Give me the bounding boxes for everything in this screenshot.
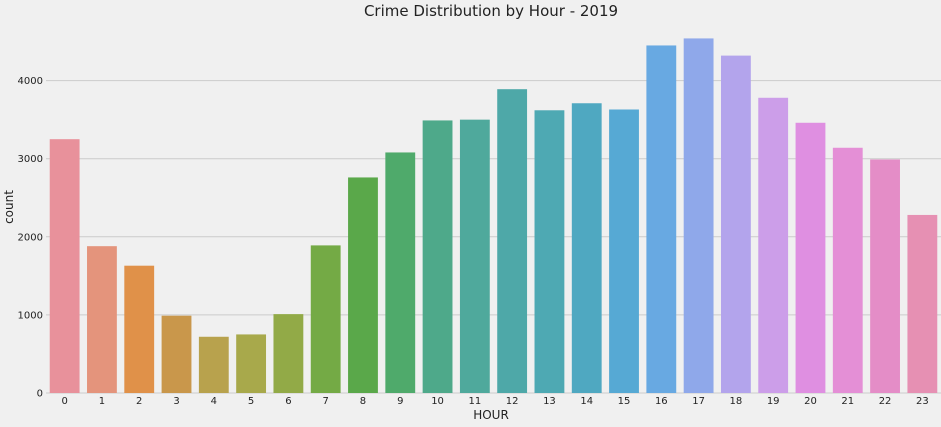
bar bbox=[870, 159, 900, 393]
bar bbox=[534, 110, 565, 393]
y-tick-label: 3000 bbox=[18, 154, 43, 165]
x-tick-label: 0 bbox=[61, 396, 67, 407]
y-axis-ticks: 0 1000 2000 3000 4000 bbox=[18, 76, 43, 399]
x-tick-label: 19 bbox=[767, 396, 780, 407]
x-tick-label: 7 bbox=[323, 396, 329, 407]
x-tick-label: 5 bbox=[248, 396, 254, 407]
bar bbox=[87, 246, 117, 393]
bar bbox=[571, 103, 602, 394]
x-tick-label: 4 bbox=[211, 396, 217, 407]
bar bbox=[124, 265, 155, 393]
bar bbox=[683, 38, 714, 394]
bar bbox=[385, 152, 416, 393]
x-tick-label: 22 bbox=[879, 396, 892, 407]
bar bbox=[497, 89, 528, 393]
bar bbox=[720, 55, 751, 393]
y-tick-label: 4000 bbox=[18, 76, 43, 87]
x-tick-label: 8 bbox=[360, 396, 366, 407]
x-axis-ticks: 0 1 2 3 4 5 6 7 8 9 10 11 12 13 14 15 16 17 18 19 20 21 22 23 bbox=[61, 396, 928, 407]
bar bbox=[198, 336, 229, 393]
bar bbox=[273, 314, 304, 393]
x-tick-label: 12 bbox=[506, 396, 519, 407]
bar bbox=[310, 245, 341, 393]
bar bbox=[795, 122, 826, 394]
gridlines bbox=[46, 80, 941, 394]
x-tick-label: 14 bbox=[580, 396, 593, 407]
y-tick-label: 1000 bbox=[18, 310, 43, 321]
x-tick-label: 18 bbox=[730, 396, 743, 407]
bar bbox=[236, 334, 267, 393]
x-tick-label: 21 bbox=[841, 396, 854, 407]
chart-title: Crime Distribution by Hour - 2019 bbox=[364, 2, 618, 20]
bar bbox=[459, 119, 490, 394]
bar bbox=[832, 147, 863, 393]
bar bbox=[907, 214, 938, 393]
x-tick-label: 9 bbox=[397, 396, 403, 407]
x-tick-label: 11 bbox=[468, 396, 481, 407]
bar bbox=[161, 315, 192, 393]
x-tick-label: 13 bbox=[543, 396, 556, 407]
x-tick-label: 17 bbox=[692, 396, 705, 407]
y-axis-label: count bbox=[2, 190, 16, 224]
bar bbox=[758, 97, 789, 394]
x-tick-label: 20 bbox=[804, 396, 817, 407]
bar bbox=[646, 45, 677, 394]
x-tick-label: 23 bbox=[916, 396, 929, 407]
x-tick-label: 16 bbox=[655, 396, 668, 407]
x-tick-label: 6 bbox=[285, 396, 291, 407]
bars bbox=[49, 38, 938, 394]
x-tick-label: 15 bbox=[618, 396, 631, 407]
x-tick-label: 2 bbox=[136, 396, 142, 407]
x-tick-label: 3 bbox=[173, 396, 179, 407]
x-tick-label: 1 bbox=[99, 396, 105, 407]
y-tick-label: 0 bbox=[37, 389, 43, 400]
bar bbox=[609, 109, 639, 393]
x-tick-label: 10 bbox=[431, 396, 444, 407]
y-tick-label: 2000 bbox=[18, 232, 43, 243]
x-axis-label: HOUR bbox=[473, 408, 509, 422]
bar bbox=[422, 120, 453, 393]
bar bbox=[348, 177, 378, 393]
bar bbox=[49, 139, 80, 393]
